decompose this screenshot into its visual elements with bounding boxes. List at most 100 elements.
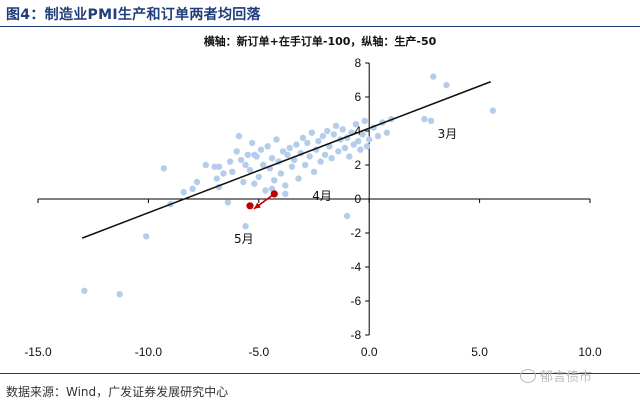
data-point <box>268 155 276 162</box>
data-point <box>363 143 371 150</box>
data-point <box>235 132 243 140</box>
y-tick-label: -8 <box>351 328 362 342</box>
y-tick-label: -2 <box>351 226 362 240</box>
label-march: 3月 <box>438 127 458 141</box>
data-point <box>215 163 223 170</box>
data-point <box>328 155 335 162</box>
data-point <box>226 158 234 165</box>
data-point <box>246 166 254 174</box>
data-point <box>319 132 327 140</box>
data-point <box>264 143 271 150</box>
data-point <box>288 163 296 170</box>
data-point <box>335 148 342 155</box>
data-point <box>489 107 497 114</box>
x-tick-label: 5.0 <box>471 345 488 359</box>
data-point <box>341 144 349 152</box>
data-point <box>383 129 391 136</box>
data-point <box>224 199 232 206</box>
data-point <box>244 151 251 158</box>
data-point <box>160 165 168 172</box>
data-point <box>282 182 289 189</box>
data-point <box>350 141 357 148</box>
data-point <box>308 129 315 136</box>
source-divider <box>0 373 640 374</box>
data-point <box>299 134 307 141</box>
x-tick-label: -15.0 <box>24 345 52 359</box>
data-point <box>359 131 366 138</box>
data-point <box>189 185 196 192</box>
chart-subtitle: 横轴：新订单+在手订单-100，纵轴：生产-50 <box>203 35 437 48</box>
data-point <box>332 122 340 130</box>
data-point <box>304 139 311 147</box>
data-point <box>443 81 450 89</box>
label-april: 4月 <box>312 189 332 203</box>
y-tick-label: 8 <box>355 56 362 70</box>
data-point <box>237 156 245 164</box>
x-tick-label: -5.0 <box>248 345 269 359</box>
highlight-point <box>246 202 254 210</box>
data-point <box>277 170 285 177</box>
data-point <box>273 136 280 143</box>
data-point <box>255 173 262 181</box>
data-point <box>357 146 364 153</box>
data-point <box>366 136 373 143</box>
data-point <box>306 153 313 160</box>
data-point <box>427 117 435 125</box>
data-point <box>229 168 236 175</box>
y-tick-label: 0 <box>355 192 362 206</box>
label-may: 5月 <box>234 232 254 246</box>
data-point <box>142 233 150 240</box>
data-point <box>220 170 227 177</box>
data-point <box>354 138 362 145</box>
data-point <box>251 180 258 187</box>
data-point <box>284 151 291 158</box>
data-point <box>374 132 382 140</box>
data-point <box>233 148 240 155</box>
data-point <box>279 148 287 155</box>
data-point <box>242 161 249 169</box>
x-tick-label: 0.0 <box>361 345 378 359</box>
y-tick-label: 6 <box>355 90 362 104</box>
data-point <box>211 163 218 170</box>
data-point <box>286 144 293 152</box>
data-point <box>301 161 309 169</box>
data-point <box>193 178 201 186</box>
data-point <box>352 121 360 128</box>
data-point <box>343 212 351 220</box>
y-tick-label: -6 <box>351 294 362 308</box>
data-point <box>346 153 353 160</box>
arrow-head <box>253 202 261 209</box>
data-point <box>421 115 428 123</box>
data-point <box>293 141 300 148</box>
figure-title: 图4：制造业PMI生产和订单两者均回落 <box>6 7 261 23</box>
data-point <box>321 151 329 158</box>
data-point <box>361 117 368 125</box>
data-point <box>271 177 278 184</box>
data-point <box>202 161 210 169</box>
data-point <box>295 175 302 182</box>
y-tick-label: -4 <box>351 260 362 274</box>
data-point <box>282 190 289 198</box>
data-point <box>240 178 247 186</box>
data-point <box>262 187 269 194</box>
data-point <box>330 131 338 138</box>
wechat-icon <box>520 368 536 383</box>
x-tick-label: -10.0 <box>135 345 163 359</box>
data-point <box>317 158 324 165</box>
data-point <box>339 126 346 133</box>
y-tick-label: 4 <box>355 124 362 138</box>
x-tick-label: 10.0 <box>578 345 602 359</box>
data-point <box>315 138 322 145</box>
data-point <box>248 139 256 147</box>
data-point <box>310 168 318 175</box>
watermark-text: 郁言债市 <box>540 370 593 385</box>
data-source: 数据来源：Wind，广发证券发展研究中心 <box>6 385 229 399</box>
data-point <box>242 223 249 230</box>
data-point <box>257 146 265 153</box>
trend-line <box>81 80 491 239</box>
watermark: 郁言债市 <box>520 366 592 385</box>
data-point <box>81 287 88 294</box>
data-point <box>180 189 187 196</box>
data-point <box>324 127 331 135</box>
